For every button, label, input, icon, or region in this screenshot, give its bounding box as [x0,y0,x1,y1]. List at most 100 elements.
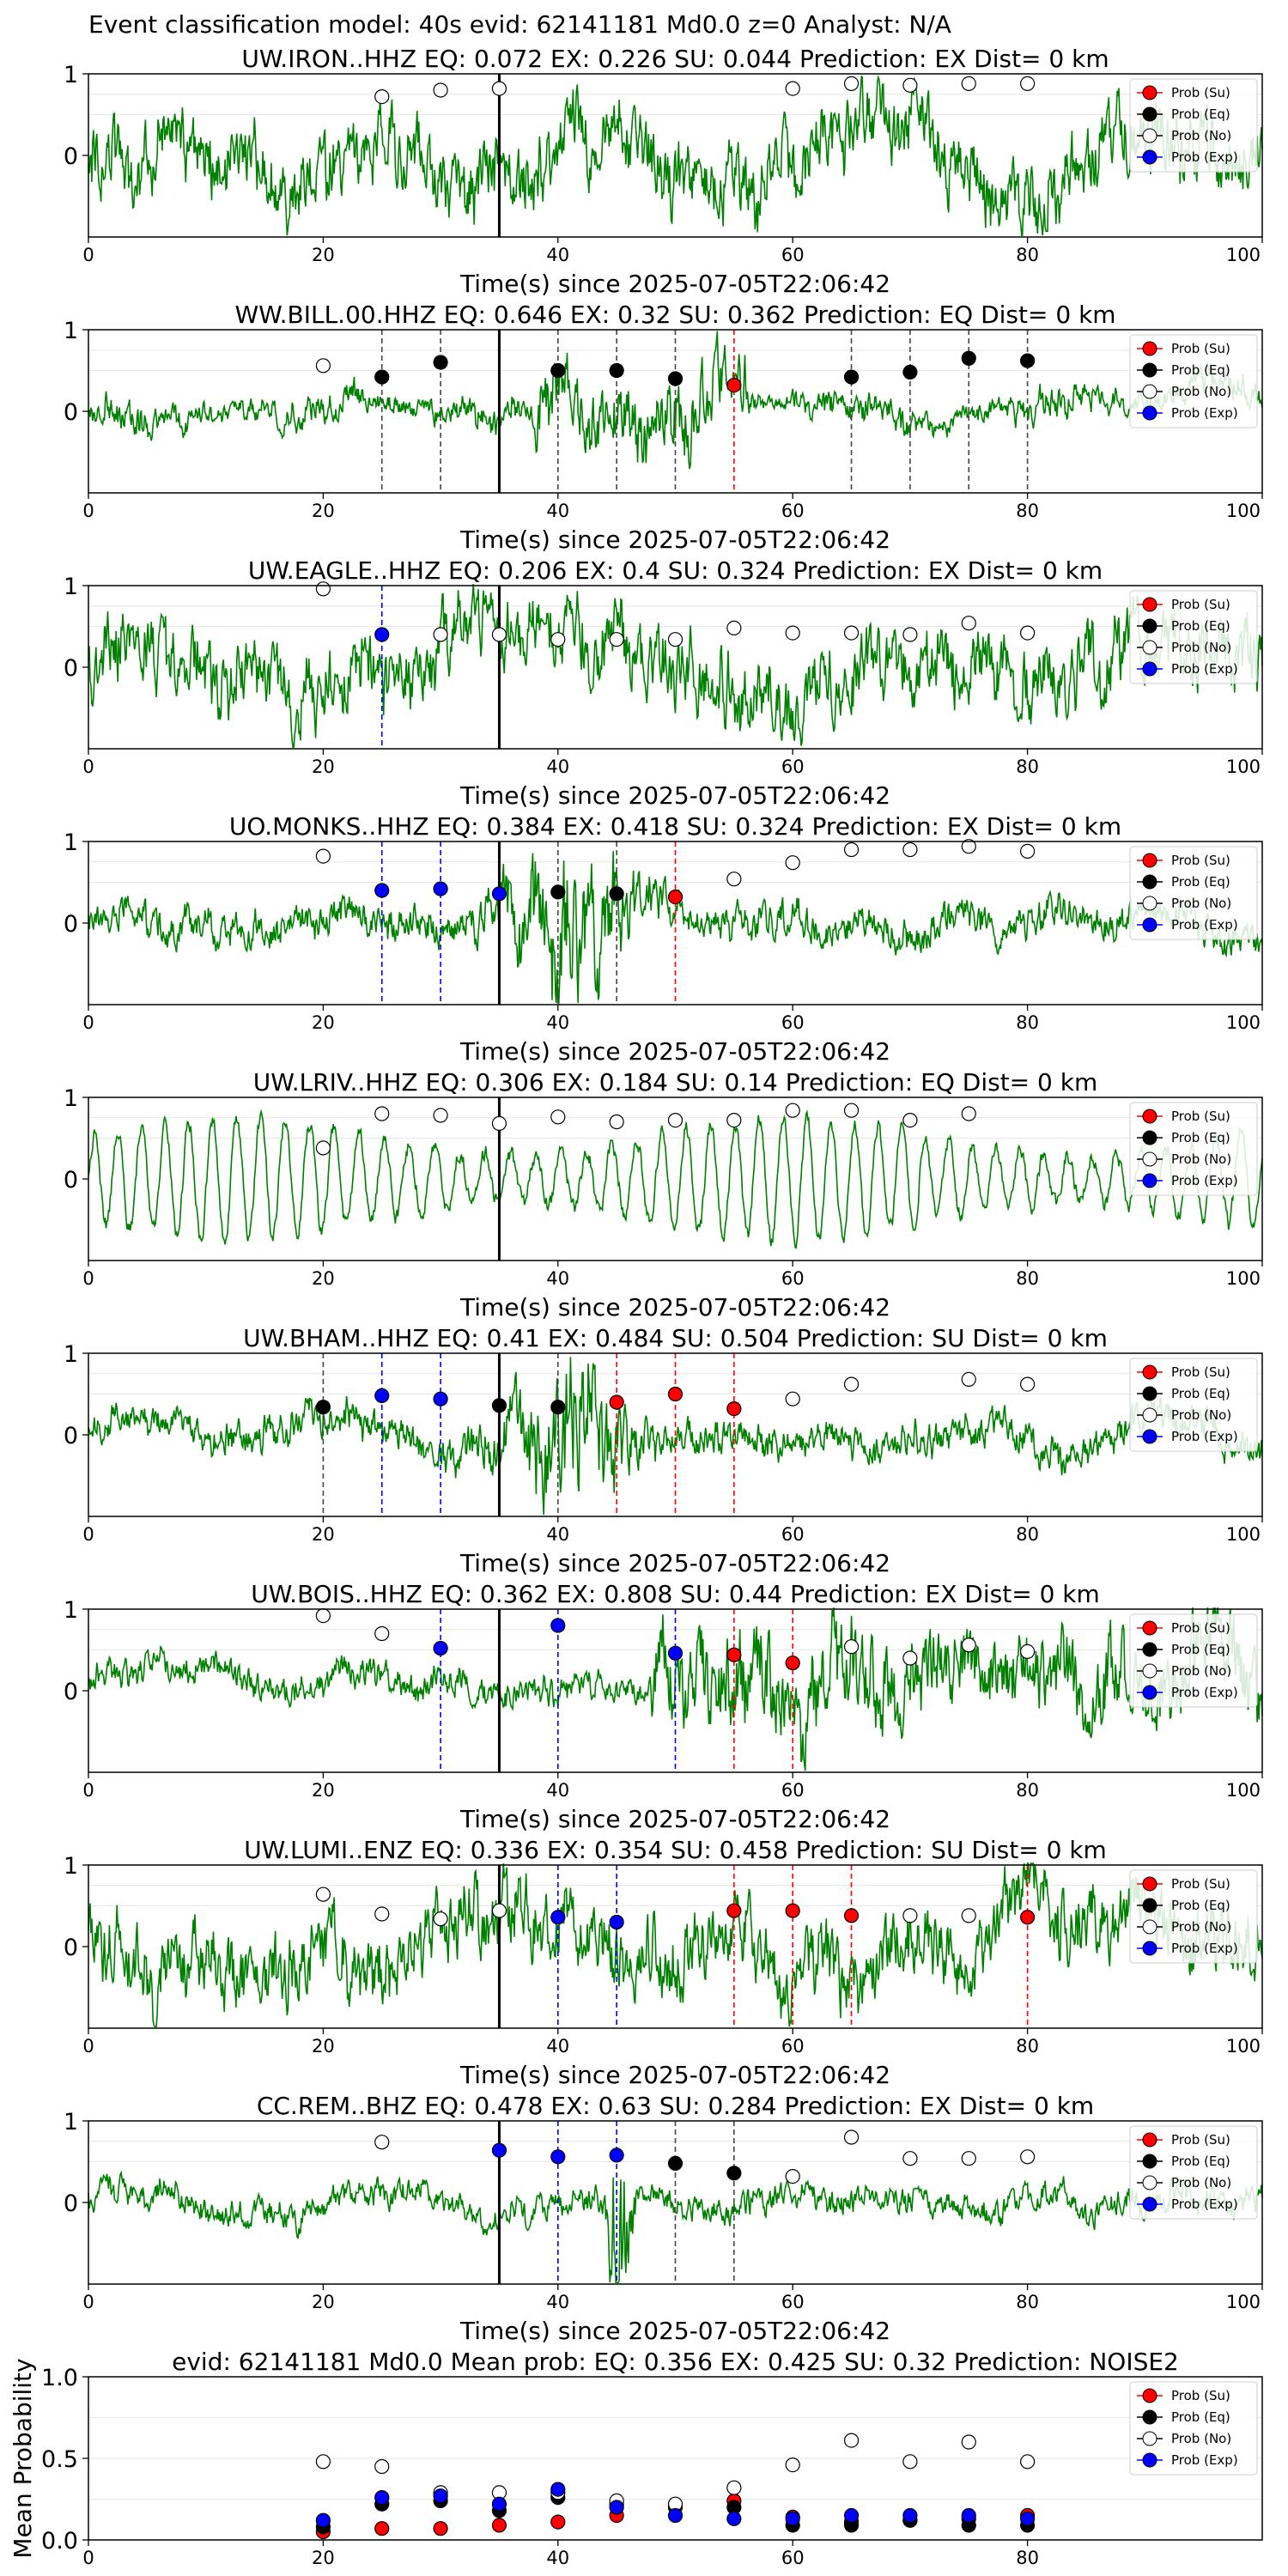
x-axis-label: Time(s) since 2025-07-05T22:06:42 [459,1037,890,1066]
y-tick-label: 0 [64,1679,78,1705]
prob-marker-no [374,1906,390,1922]
x-tick-label: 60 [781,2548,805,2568]
x-axis-label: Time(s) since 2025-07-05T22:06:42 [459,1549,890,1577]
prob-marker-no [315,581,331,597]
legend-label: Prob (No) [1171,896,1231,911]
legend-label: Prob (Su) [1171,853,1230,868]
prob-marker-no [785,1391,800,1406]
prob-marker-no [491,1903,507,1918]
legend-label: Prob (Su) [1171,2388,1230,2403]
x-tick-label: 60 [781,1012,805,1033]
legend-marker [1142,640,1157,655]
legend-label: Prob (No) [1171,2431,1231,2446]
prob-marker-su [785,1903,800,1918]
x-tick-label: 100 [1226,1012,1261,1033]
prob-marker-no [315,1886,331,1902]
legend-marker [1142,896,1157,911]
prob-marker-eq [1019,353,1036,368]
mean-prob-marker-no [726,2480,742,2495]
legend-label: Prob (Eq) [1171,2154,1230,2169]
x-tick-label: 40 [546,2548,569,2568]
subplot-10: evid: 62141181 Md0.0 Mean prob: EQ: 0.35… [9,2348,1263,2568]
legend-label: Prob (No) [1171,2175,1231,2190]
subplot-8: UW.LUMI..ENZ EQ: 0.336 EX: 0.354 SU: 0.4… [64,1836,1263,2089]
x-tick-label: 40 [546,1780,569,1801]
prob-marker-eq [491,1398,507,1413]
legend-label: Prob (Exp) [1171,1173,1238,1188]
prob-marker-su [726,1903,742,1918]
prob-marker-no [550,632,566,647]
prob-marker-no [726,872,742,887]
y-tick-label: 1 [64,574,78,600]
legend-label: Prob (Exp) [1171,2452,1238,2468]
prob-marker-exp [609,1914,624,1930]
prob-marker-exp [433,1391,448,1406]
prob-marker-no [1019,625,1036,641]
x-tick-label: 60 [781,1524,805,1545]
prob-marker-no [315,1607,331,1624]
x-tick-label: 80 [1016,1524,1039,1545]
x-axis-label: Time(s) since 2025-07-05T22:06:42 [459,1805,890,1833]
prob-marker-exp [491,2142,507,2158]
prob-marker-no [1019,2149,1036,2165]
mean-prob-marker-exp [491,2496,507,2512]
prob-marker-no [902,77,918,93]
prob-marker-no [374,1625,390,1642]
legend-marker [1142,2431,1157,2446]
x-axis-label: Time(s) since 2025-07-05T22:06:42 [459,2061,890,2089]
mean-prob-marker-exp [726,2511,742,2526]
subplot-title: CC.REM..BHZ EQ: 0.478 EX: 0.63 SU: 0.284… [257,2092,1094,2120]
prob-marker-no [609,632,624,647]
prob-marker-no [315,358,331,374]
prob-marker-su [726,378,742,393]
prob-marker-no [902,1650,918,1666]
legend-marker [1142,1663,1157,1679]
prob-marker-eq [609,362,624,379]
x-tick-label: 60 [781,501,805,521]
prob-marker-no [785,81,800,96]
prob-marker-eq [550,1400,566,1415]
prob-marker-no [843,841,860,858]
prob-marker-no [843,625,860,641]
y-tick-label: 0 [64,655,78,682]
prob-marker-eq [961,350,976,366]
prob-marker-no [550,1109,566,1125]
legend-marker [1142,853,1157,868]
x-tick-label: 100 [1226,1268,1261,1289]
mean-prob-marker-exp [550,2482,566,2497]
x-axis-label: Time(s) since 2025-07-05T22:06:42 [459,1293,890,1321]
mean-prob-marker-no [1019,2454,1036,2470]
legend-label: Prob (Exp) [1171,405,1238,421]
legend-box [1129,590,1258,684]
x-axis-label: Time(s) since 2025-07-05T22:06:42 [459,526,890,554]
legend-label: Prob (Exp) [1171,149,1238,165]
prob-marker-no [961,2151,976,2166]
prob-marker-su [667,1386,683,1402]
x-tick-label: 0 [82,1012,94,1033]
prob-marker-eq [433,355,448,370]
legend-marker [1142,618,1157,634]
subplot-2: WW.BILL.00.HHZ EQ: 0.646 EX: 0.32 SU: 0.… [64,301,1263,554]
mean-prob-marker-exp [433,2488,448,2504]
x-tick-label: 20 [312,2548,335,2568]
legend-label: Prob (No) [1171,1151,1231,1167]
prob-marker-no [1019,843,1036,860]
mean-prob-marker-su [374,2521,390,2537]
prob-marker-su [726,1400,742,1417]
mean-prob-marker-su [550,2514,566,2530]
figure-suptitle: Event classification model: 40s evid: 62… [88,10,951,39]
prob-marker-no [961,1371,976,1388]
prob-marker-su [667,889,683,905]
prob-marker-no [315,1140,331,1156]
x-tick-label: 20 [312,1780,335,1801]
legend-label: Prob (Eq) [1171,362,1230,378]
y-tick-label: 0 [64,399,78,426]
x-tick-label: 100 [1226,1780,1261,1801]
legend-box [1129,2125,1258,2220]
prob-marker-su [609,1394,624,1410]
legend-marker [1142,362,1157,378]
mean-prob-marker-su [433,2521,448,2537]
legend-marker [1142,2409,1157,2425]
mean-prob-marker-su [491,2518,507,2533]
